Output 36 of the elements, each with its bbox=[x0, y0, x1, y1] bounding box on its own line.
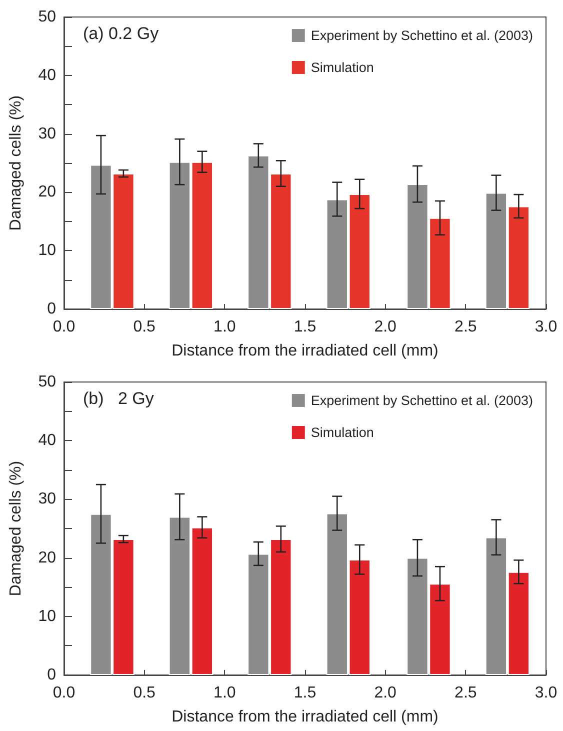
y-axis-title: Damaged cells (%) bbox=[8, 460, 24, 596]
y-tick-label: 10 bbox=[38, 608, 56, 625]
x-tick-label: 0.0 bbox=[52, 318, 76, 336]
y-tick-label: 20 bbox=[38, 549, 56, 566]
legend-label: Experiment by Schettino et al. (2003) bbox=[310, 28, 534, 43]
x-tick-label: 1.0 bbox=[214, 684, 236, 702]
x-tick-label: 1.5 bbox=[294, 318, 316, 336]
x-tick-label: 0.5 bbox=[133, 684, 156, 702]
legend-label: Simulation bbox=[310, 425, 374, 440]
chart-title: (b) 2 Gy bbox=[83, 389, 154, 408]
x-tick-label: 1.0 bbox=[214, 318, 236, 336]
x-axis-title: Distance from the irradiated cell (mm) bbox=[172, 708, 438, 726]
x-tick-label: 2.5 bbox=[454, 318, 477, 336]
x-tick-label: 3.0 bbox=[534, 684, 558, 702]
y-tick-label: 0 bbox=[47, 666, 56, 684]
x-tick-label: 2.0 bbox=[374, 318, 397, 336]
x-tick-label: 1.5 bbox=[294, 684, 316, 702]
legend-label: Simulation bbox=[310, 60, 374, 75]
y-tick-label: 20 bbox=[38, 184, 56, 201]
y-tick-label: 0 bbox=[47, 300, 56, 318]
y-tick-label: 30 bbox=[38, 490, 56, 508]
x-tick-label: 2.5 bbox=[454, 684, 477, 702]
x-tick-label: 0.0 bbox=[52, 684, 76, 702]
chart-title: (a) 0.2 Gy bbox=[83, 24, 160, 43]
x-tick-label: 3.0 bbox=[534, 318, 558, 336]
y-tick-label: 30 bbox=[38, 125, 56, 142]
legend-label: Experiment by Schettino et al. (2003) bbox=[310, 393, 534, 408]
y-axis-title: Damaged cells (%) bbox=[8, 95, 24, 231]
x-axis-title: Distance from the irradiated cell (mm) bbox=[172, 342, 438, 360]
x-tick-label: 0.5 bbox=[133, 318, 156, 336]
y-tick-label: 40 bbox=[38, 66, 56, 84]
x-tick-label: 2.0 bbox=[374, 684, 397, 702]
y-tick-label: 50 bbox=[38, 8, 56, 26]
y-tick-label: 50 bbox=[38, 374, 56, 390]
y-tick-label: 40 bbox=[38, 432, 56, 450]
y-tick-label: 10 bbox=[38, 242, 56, 260]
